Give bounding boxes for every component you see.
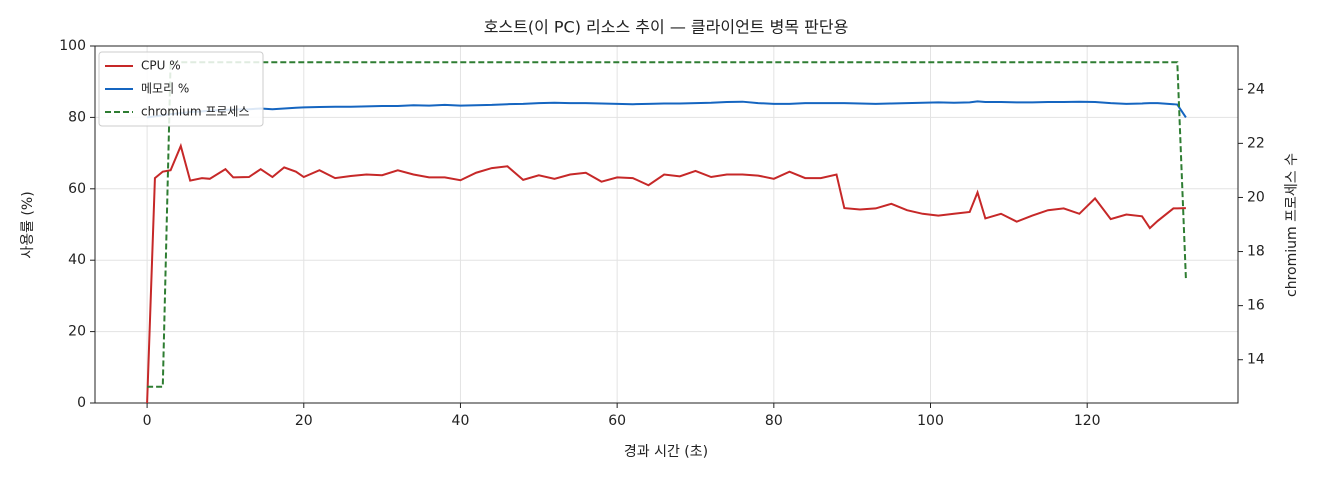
x-tick-label: 60 — [608, 413, 626, 429]
y2-axis-label: chromium 프로세스 수 — [1284, 153, 1300, 297]
legend-label: 메모리 % — [141, 82, 189, 96]
y2-tick-label: 14 — [1247, 352, 1265, 368]
legend-label: CPU % — [141, 59, 181, 73]
x-tick-label: 120 — [1074, 413, 1101, 429]
x-axis-label: 경과 시간 (초) — [624, 444, 708, 460]
y2-tick-label: 18 — [1247, 244, 1265, 260]
x-tick-label: 0 — [143, 413, 152, 429]
x-tick-label: 100 — [917, 413, 944, 429]
y2-tick-label: 22 — [1247, 135, 1265, 151]
legend-label: chromium 프로세스 — [141, 105, 250, 119]
legend-box — [98, 51, 264, 127]
y-tick-label: 0 — [77, 395, 86, 411]
y-tick-label: 20 — [68, 324, 86, 340]
series-line — [146, 142, 1186, 404]
y-tick-label: 60 — [68, 181, 86, 197]
y2-tick-label: 20 — [1247, 189, 1265, 205]
series-line — [146, 100, 1187, 119]
y2-tick-label: 16 — [1247, 298, 1265, 314]
y-axis-label: 사용률 (%) — [20, 191, 36, 258]
plot-frame — [94, 45, 1239, 404]
x-tick-label: 80 — [765, 413, 783, 429]
chart-title: 호스트(이 PC) 리소스 추이 — 클라이언트 병목 판단용 — [484, 18, 849, 37]
x-tick-label: 40 — [452, 413, 470, 429]
y-tick-label: 40 — [68, 252, 86, 268]
y-tick-label: 80 — [68, 109, 86, 125]
y2-tick-label: 24 — [1247, 81, 1265, 97]
y-tick-label: 100 — [59, 38, 86, 54]
x-tick-label: 20 — [295, 413, 313, 429]
